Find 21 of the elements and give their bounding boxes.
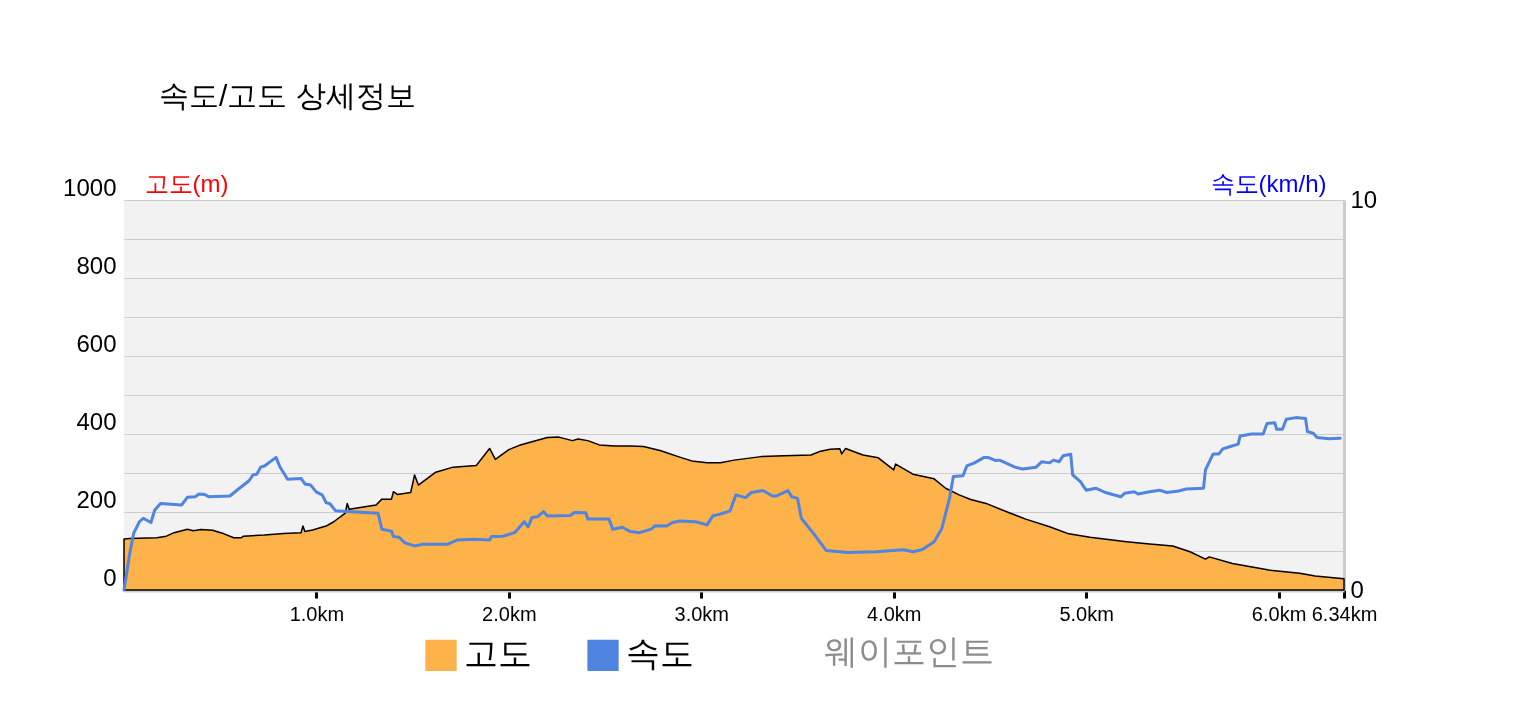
y2-axis-title: 속도(km/h) <box>1210 169 1327 197</box>
x-tick-label: 4.0km <box>866 602 922 625</box>
x-tick-label: 3.0km <box>674 602 730 625</box>
y-tick-label: 400 <box>76 407 117 435</box>
x-tick-label: 5.0km <box>1059 602 1114 625</box>
y-axis-title: 고도(m) <box>144 169 229 197</box>
x-tick-label: 1.0km <box>289 602 345 625</box>
y-tick-label: 800 <box>76 251 117 279</box>
y2-tick-label: 0 <box>1350 575 1364 603</box>
x-tick-label: 6.0km <box>1251 602 1307 625</box>
text: 웨이포인트 <box>824 632 994 670</box>
legend-label: 고도 <box>464 634 532 673</box>
legend-label: 속도 <box>626 634 694 673</box>
x-tick-label: 6.34km <box>1311 602 1378 625</box>
x-tick-label: 2.0km <box>482 602 537 625</box>
y-tick-label: 1000 <box>63 173 117 201</box>
y-tick-label: 600 <box>76 329 117 357</box>
y2-tick-label: 10 <box>1350 185 1378 213</box>
chart-title: 속도/고도 상세정보 <box>159 79 416 112</box>
y-tick-label: 0 <box>103 563 117 591</box>
y-tick-label: 200 <box>76 485 117 513</box>
